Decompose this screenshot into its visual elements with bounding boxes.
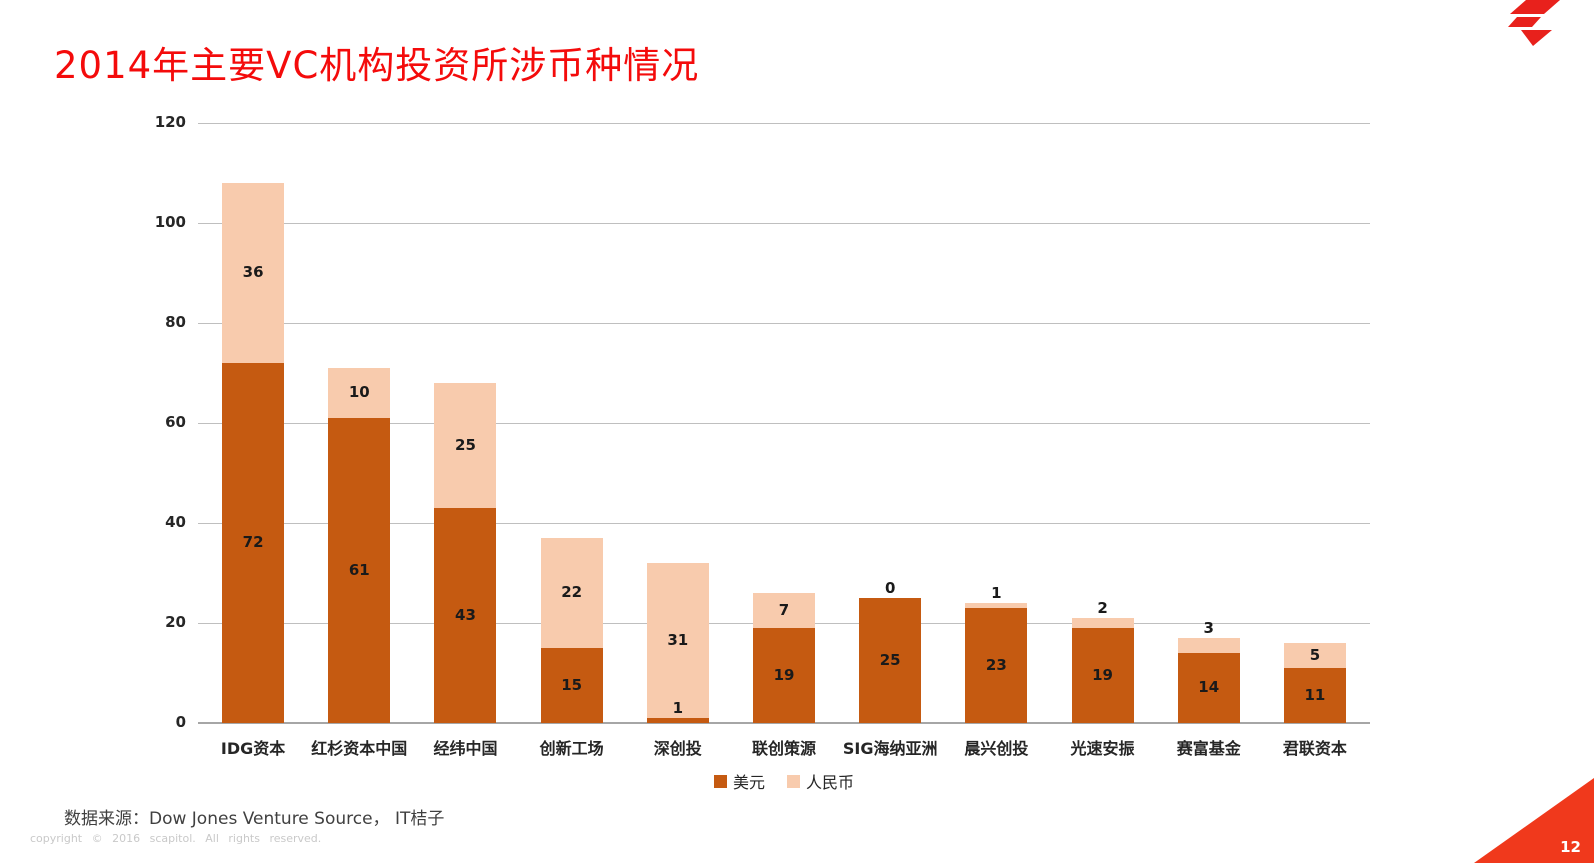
usd-value-label: 43 [455,605,476,624]
category-label: IDG资本 [220,739,286,758]
bar-segment-usd [540,648,603,723]
usd-value-label: 19 [773,665,795,684]
bar-segment-usd [328,418,391,723]
y-axis-tick-label: 100 [154,213,186,231]
category-label: 君联资本 [1282,739,1347,758]
usd-value-label: 19 [1092,665,1113,684]
bar-segment-usd [1177,653,1240,723]
rmb-value-label: 25 [455,435,476,454]
usd-value-label: 14 [1198,678,1220,696]
bar-segment-usd [965,608,1028,723]
category-label: 光速安振 [1070,739,1135,758]
legend-swatch-icon [787,774,800,788]
rmb-value-label: 36 [242,263,264,281]
bar-segment-rmb [328,368,391,418]
bar-segment-usd [859,598,922,723]
legend-item: 美元 [713,769,765,793]
category-label: 晨兴创投 [964,739,1029,758]
rmb-value-label: 22 [561,583,583,601]
y-axis-tick-label: 120 [154,113,186,131]
x-axis-line [198,722,1370,724]
chart-legend: 美元 人民币 [200,769,1368,793]
rmb-value-label: 10 [348,383,370,401]
y-axis-tick-label: 80 [165,313,186,331]
copyright-note: copyright © 2016 scapitol. All rights re… [30,832,322,845]
bar-segment-rmb [646,563,709,718]
page-number: 12 [1560,838,1581,856]
gridline [198,123,1370,124]
y-axis-tick-label: 60 [165,413,186,431]
bar-segment-rmb [965,603,1028,608]
bar-segment-rmb [1177,638,1240,653]
brand-logo-icon [1508,0,1560,46]
rmb-value-label: 7 [778,600,790,619]
bar-segment-rmb [222,183,285,363]
usd-value-label: 72 [242,533,264,551]
bar-segment-rmb [1283,643,1346,668]
bar-segment-usd [1283,668,1346,723]
category-label: 联创策源 [751,739,816,758]
y-axis-tick-label: 40 [165,513,186,531]
rmb-value-label: 2 [1097,599,1108,617]
usd-value-label: 25 [879,650,901,669]
legend-label: 人民币 [806,773,855,792]
bar-segment-usd [753,628,815,723]
category-label: 红杉资本中国 [311,739,408,758]
bar-segment-rmb [753,593,815,628]
usd-value-label: 11 [1304,685,1326,704]
data-source-note: 数据来源：Dow Jones Venture Source， IT桔子 [64,809,445,829]
rmb-value-label: 1 [991,584,1002,602]
gridline [198,323,1370,324]
gridline [198,523,1370,524]
rmb-value-label: 3 [1203,619,1214,637]
usd-value-label: 1 [672,699,684,717]
bar-segment-usd [434,508,497,723]
gridline [198,423,1370,424]
bar-segment-rmb [434,383,497,508]
category-label: 经纬中国 [433,739,498,758]
gridline [198,223,1370,224]
usd-value-label: 23 [985,655,1007,674]
corner-triangle [1474,778,1594,863]
bar-segment-usd [646,718,709,723]
category-label: 深创投 [653,739,702,758]
legend-swatch-icon [713,774,727,788]
usd-value-label: 61 [348,560,370,579]
rmb-value-label: 31 [667,630,689,649]
bar-segment-rmb [1071,618,1134,628]
bar-segment-usd [222,363,285,723]
page-title: 2014年主要VC机构投资所涉币种情况 [54,44,700,87]
legend-label: 美元 [732,773,765,792]
category-label: 创新工场 [539,739,604,758]
bar-segment-rmb [540,538,603,648]
y-axis-tick-label: 0 [175,713,186,731]
usd-value-label: 15 [561,675,583,694]
legend-item: 人民币 [787,769,854,793]
rmb-value-label: 5 [1309,645,1321,664]
category-label: SIG海纳亚洲 [842,739,938,758]
y-axis-tick-label: 20 [165,613,186,631]
category-label: 赛富基金 [1176,739,1241,758]
bar-segment-usd [1071,628,1134,723]
rmb-value-label: 0 [884,579,896,597]
